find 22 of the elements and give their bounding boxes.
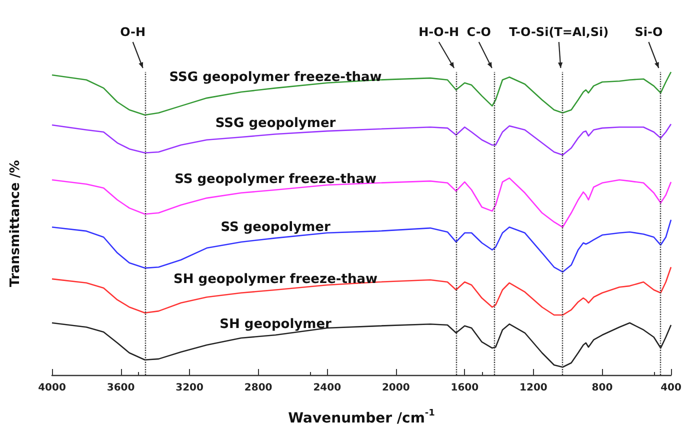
x-tick-label: 400: [660, 382, 682, 394]
series-label: SSG geopolymer: [215, 116, 336, 132]
x-tick-label: 3200: [176, 382, 204, 394]
x-tick-label: 4000: [38, 382, 66, 394]
x-tick-label: 800: [592, 382, 613, 394]
series-label: SH geopolymer freeze-thaw: [174, 272, 378, 287]
x-tick-label: 1600: [450, 382, 479, 394]
ref-line-label: T-O-Si(T=Al,Si): [509, 25, 609, 39]
series-label: SH geopolymer: [220, 317, 332, 332]
x-tick-label: 3600: [106, 382, 135, 394]
ref-line-label: H-O-H: [418, 25, 460, 39]
ref-line-label: Si-O: [634, 25, 663, 39]
x-tick-label: 1200: [520, 382, 548, 394]
x-tick-label: 2800: [244, 382, 272, 394]
x-tick-label: 2000: [382, 382, 410, 394]
series-label: SS geopolymer: [220, 220, 331, 236]
ref-line-label: C-O: [466, 25, 492, 39]
x-tick-label: 2400: [313, 382, 342, 394]
series-label: SSG geopolymer freeze-thaw: [169, 70, 382, 86]
ref-line-label: O-H: [120, 25, 146, 39]
series-label: SS geopolymer freeze-thaw: [174, 172, 376, 187]
y-axis-title: Transmittance /%: [8, 160, 23, 287]
